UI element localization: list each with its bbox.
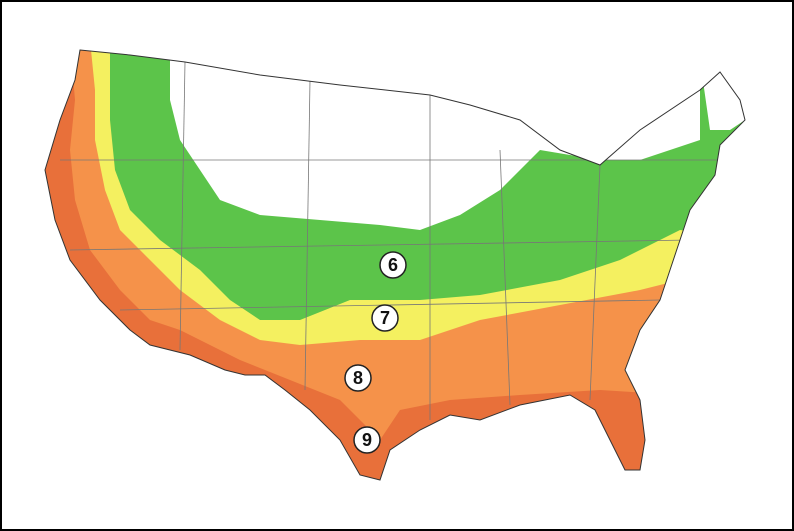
northeast-cold-area <box>700 60 745 130</box>
marker-circle <box>379 251 407 279</box>
zone-marker: 6 <box>379 251 407 279</box>
zone-label: 6 <box>388 255 398 275</box>
zone-label: 8 <box>353 368 363 388</box>
zone-label: 7 <box>380 308 390 328</box>
zone-label: 9 <box>362 430 372 450</box>
state-lines <box>60 61 720 420</box>
marker-circle <box>371 304 399 332</box>
marker-circle <box>353 426 381 454</box>
marker-circle <box>344 364 372 392</box>
us-outline <box>44 49 746 481</box>
zone-marker: 8 <box>344 364 372 392</box>
zone-marker: 7 <box>371 304 399 332</box>
zone-marker: 9 <box>353 426 381 454</box>
